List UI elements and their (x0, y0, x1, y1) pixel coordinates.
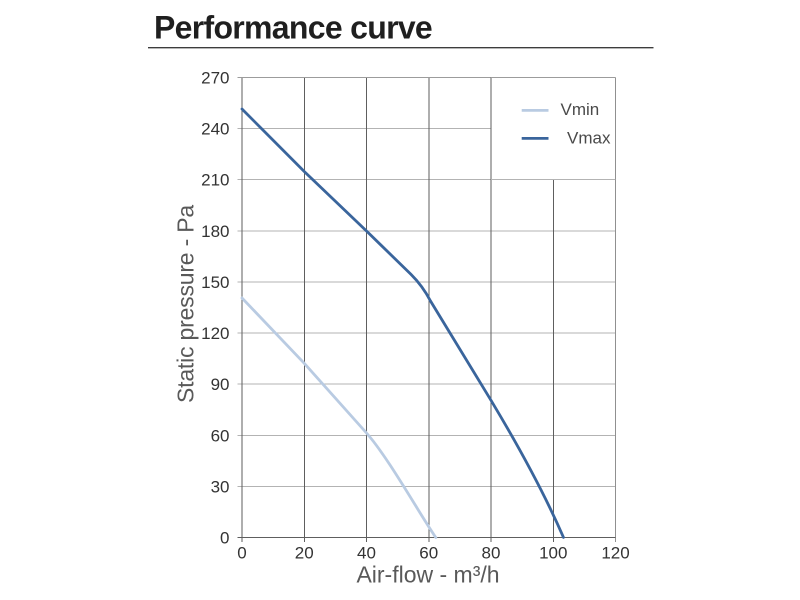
svg-text:40: 40 (357, 544, 376, 563)
svg-text:60: 60 (419, 544, 438, 563)
svg-text:Vmin: Vmin (561, 100, 600, 119)
svg-text:60: 60 (211, 426, 230, 445)
svg-text:30: 30 (211, 478, 230, 497)
svg-text:0: 0 (220, 529, 229, 548)
svg-text:Performance curve: Performance curve (154, 9, 432, 45)
svg-text:120: 120 (601, 544, 629, 563)
svg-text:240: 240 (201, 120, 229, 139)
svg-text:270: 270 (201, 69, 229, 88)
svg-text:80: 80 (482, 544, 501, 563)
svg-text:0: 0 (237, 544, 246, 563)
svg-text:210: 210 (201, 171, 229, 190)
svg-text:120: 120 (201, 324, 229, 343)
svg-text:Static pressure - Pa: Static pressure - Pa (173, 205, 199, 403)
svg-text:Air-flow - m³/h: Air-flow - m³/h (356, 562, 499, 588)
svg-text:20: 20 (295, 544, 314, 563)
svg-text:150: 150 (201, 273, 229, 292)
svg-text:Vmax: Vmax (567, 129, 611, 148)
svg-text:90: 90 (211, 375, 230, 394)
svg-text:100: 100 (539, 544, 567, 563)
svg-text:180: 180 (201, 222, 229, 241)
